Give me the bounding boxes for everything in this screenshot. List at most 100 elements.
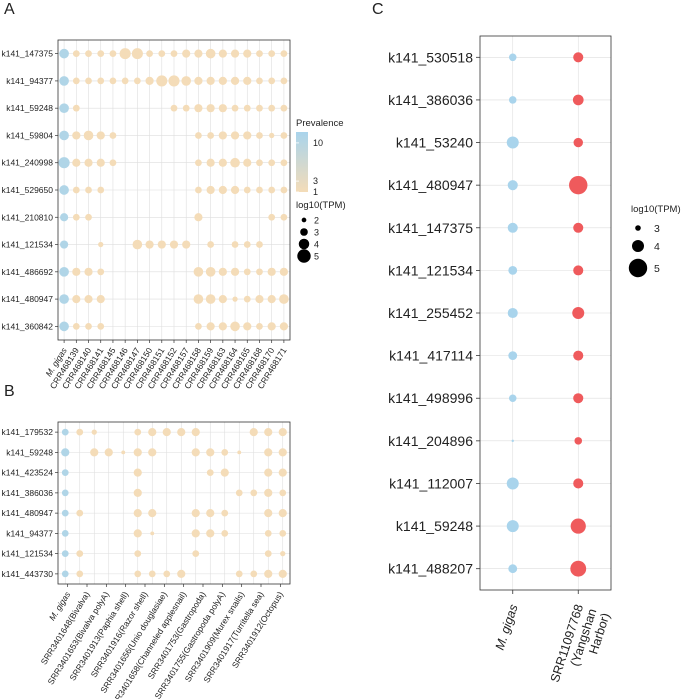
- data-point: [243, 131, 252, 140]
- data-point: [573, 265, 584, 276]
- colorbar-tick-label: 1: [313, 187, 318, 197]
- data-point: [97, 322, 105, 330]
- y-tick-label: k141_480947: [1, 508, 53, 518]
- data-point: [59, 48, 69, 59]
- y-tick-label: k141_204896: [388, 433, 473, 449]
- data-point: [193, 266, 204, 277]
- data-point: [206, 104, 215, 113]
- data-point: [61, 570, 69, 578]
- data-point: [279, 294, 289, 304]
- data-point: [158, 50, 166, 58]
- data-point: [191, 428, 200, 437]
- data-point: [76, 550, 84, 557]
- data-point: [134, 428, 142, 436]
- data-point: [218, 76, 227, 86]
- data-point: [205, 266, 216, 277]
- y-tick-label: k141_386036: [388, 92, 473, 108]
- data-point: [157, 240, 166, 249]
- data-point: [192, 550, 200, 557]
- data-point: [264, 428, 273, 437]
- data-point: [250, 489, 258, 497]
- y-tick-label: k141_121534: [1, 240, 53, 250]
- data-point: [90, 448, 99, 457]
- y-tick-label: k141_530518: [388, 49, 473, 65]
- data-point: [109, 159, 117, 167]
- data-point: [72, 131, 81, 140]
- data-point: [59, 185, 69, 195]
- y-tick-label: k141_112007: [389, 475, 473, 491]
- y-tick-label: k141_480947: [1, 294, 53, 304]
- legend-title-prevalence: Prevalence: [296, 118, 344, 129]
- data-point: [181, 76, 192, 86]
- data-point: [231, 241, 239, 248]
- legend-title-size: log10(TPM): [296, 200, 346, 211]
- data-point: [76, 509, 84, 517]
- data-point: [506, 520, 519, 533]
- data-point: [256, 50, 263, 58]
- data-point: [59, 266, 69, 277]
- legend-size-label: 3: [314, 228, 319, 238]
- data-point: [61, 489, 69, 497]
- data-point: [572, 94, 584, 106]
- y-tick-label: k141_360842: [1, 321, 53, 331]
- data-point: [76, 428, 84, 436]
- data-point: [268, 186, 276, 194]
- data-point: [96, 158, 105, 167]
- data-point: [168, 75, 180, 87]
- y-tick-label: k141_59248: [6, 103, 53, 113]
- data-point: [97, 186, 105, 194]
- data-point: [61, 469, 69, 476]
- data-point: [230, 267, 240, 276]
- data-point: [221, 509, 229, 517]
- data-point: [191, 509, 200, 518]
- data-point: [264, 488, 273, 497]
- y-tick-label: k141_147375: [388, 220, 473, 236]
- data-point: [194, 76, 203, 86]
- data-point: [191, 448, 200, 457]
- data-point: [280, 550, 286, 557]
- data-point: [61, 550, 69, 557]
- data-point: [148, 428, 157, 437]
- data-point: [156, 75, 168, 87]
- data-point: [280, 77, 288, 85]
- data-point: [268, 104, 276, 112]
- data-point: [243, 104, 251, 112]
- legend-size-label: 2: [314, 216, 319, 226]
- data-point: [72, 322, 80, 330]
- data-point: [507, 180, 518, 191]
- data-point: [109, 132, 117, 139]
- data-point: [91, 429, 97, 435]
- data-point: [85, 77, 92, 85]
- data-point: [191, 529, 200, 538]
- data-point: [206, 76, 215, 86]
- data-point: [193, 294, 204, 304]
- legend-size-label: 4: [314, 240, 319, 250]
- data-point: [97, 50, 105, 58]
- legend-size-dot: [298, 238, 310, 250]
- data-point: [72, 77, 80, 85]
- data-point: [256, 241, 263, 248]
- data-point: [72, 104, 80, 112]
- data-point: [195, 322, 202, 330]
- data-point: [119, 48, 131, 60]
- data-point: [59, 130, 69, 141]
- data-point: [570, 518, 586, 534]
- data-point: [134, 550, 142, 557]
- data-point: [278, 448, 287, 457]
- data-point: [267, 322, 276, 331]
- x-tick-label: M. gigas: [493, 603, 521, 652]
- data-point: [243, 49, 252, 58]
- data-point: [279, 322, 288, 331]
- data-point: [243, 158, 252, 167]
- data-point: [573, 393, 584, 404]
- y-tick-label: k141_529650: [1, 185, 53, 195]
- data-point: [264, 509, 273, 518]
- data-point: [85, 186, 92, 194]
- data-point: [205, 294, 216, 304]
- data-point: [85, 213, 92, 221]
- data-point: [507, 307, 518, 319]
- y-tick-label: k141_94377: [6, 528, 53, 538]
- data-point: [230, 76, 240, 86]
- data-point: [573, 350, 584, 361]
- data-point: [61, 530, 69, 537]
